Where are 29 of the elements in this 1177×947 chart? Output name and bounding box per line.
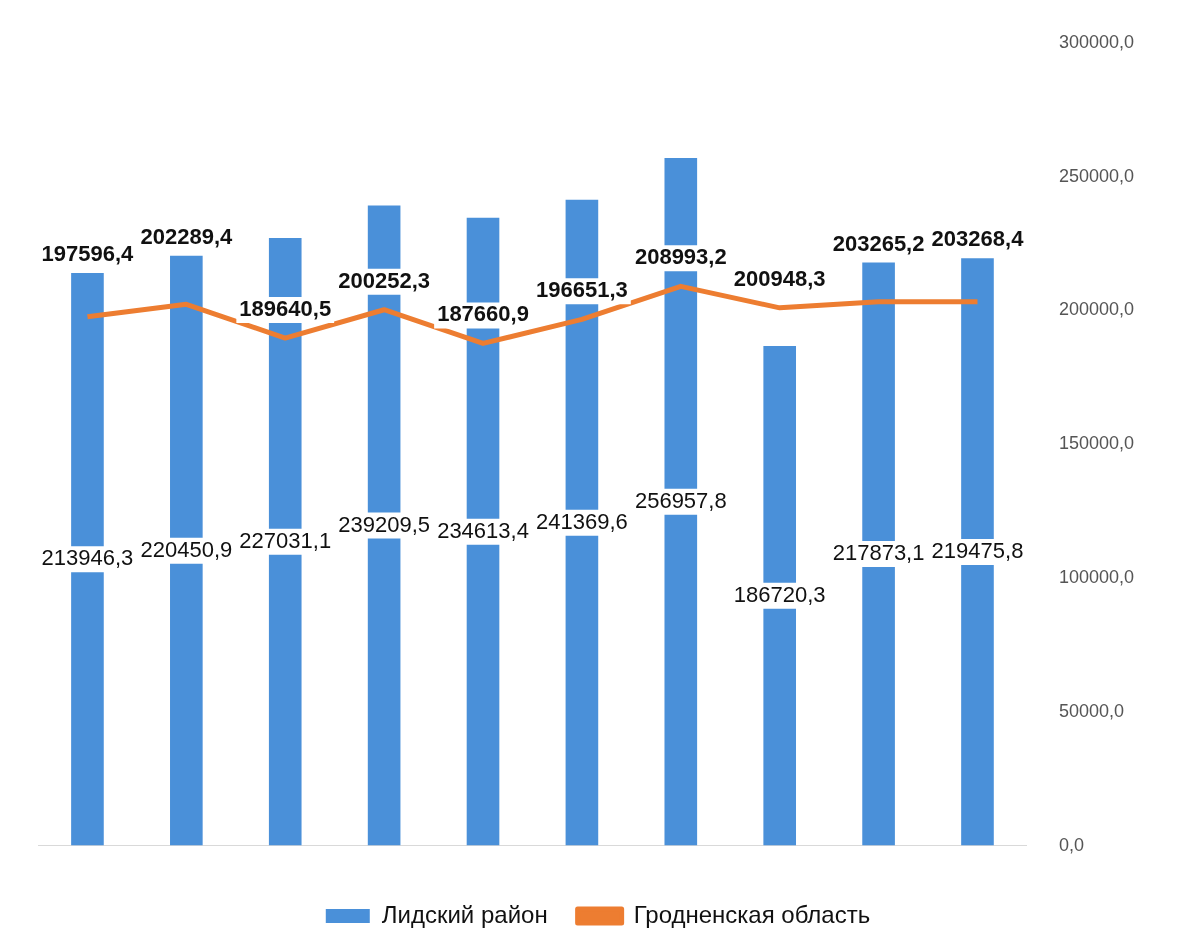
data-label: 186720,3 [733, 581, 826, 607]
data-label: 208993,2 [634, 244, 727, 270]
y-tick-label: 300000,0 [1058, 31, 1134, 52]
data-label: 239209,5 [338, 511, 431, 537]
y-tick-label: 250000,0 [1058, 165, 1134, 186]
legend-label: Лидский район [381, 900, 548, 928]
data-label: 213946,3 [41, 545, 134, 571]
data-label: 219475,8 [931, 538, 1024, 563]
data-label: 256957,8 [634, 487, 727, 513]
y-tick-label: 100000,0 [1058, 566, 1134, 587]
y-tick-label: 0,0 [1058, 834, 1084, 855]
y-tick-label: 200000,0 [1058, 299, 1134, 320]
data-label: 200948,3 [733, 265, 826, 291]
data-label: 234613,4 [437, 517, 529, 543]
data-label: 203265,2 [832, 230, 925, 256]
data-label: 217873,1 [832, 540, 925, 566]
legend-label: Гродненская область [633, 900, 871, 928]
data-label: 189640,5 [239, 296, 332, 322]
y-tick-label: 50000,0 [1058, 700, 1124, 721]
data-label: 187660,9 [437, 301, 529, 327]
data-label: 241369,6 [536, 508, 628, 534]
data-label: 202289,4 [140, 223, 233, 249]
data-label: 227031,1 [239, 527, 332, 553]
data-label: 203268,4 [931, 226, 1025, 252]
data-label: 220450,9 [140, 536, 233, 562]
data-label: 196651,3 [536, 277, 628, 303]
y-tick-label: 150000,0 [1058, 433, 1134, 454]
data-label: 200252,3 [338, 267, 431, 293]
data-label: 197596,4 [41, 241, 135, 267]
